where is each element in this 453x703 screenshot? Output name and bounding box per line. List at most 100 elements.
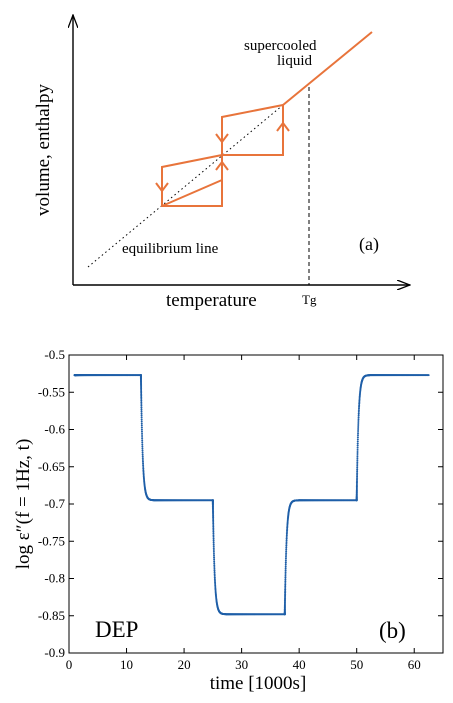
- annotation-supercooled: supercooled: [244, 38, 317, 54]
- y-tick-label: -0.85: [38, 608, 65, 623]
- x-tick-label: 10: [120, 657, 133, 672]
- data-point: [213, 554, 215, 557]
- data-point: [286, 528, 289, 531]
- data-point: [357, 418, 360, 421]
- data-point: [356, 444, 359, 447]
- data-point: [356, 463, 359, 466]
- data-point: [141, 449, 144, 452]
- x-axis-label-a: temperature: [166, 290, 257, 311]
- data-point: [140, 416, 143, 419]
- data-point: [357, 432, 360, 435]
- data-point: [356, 470, 359, 473]
- data-point: [212, 518, 215, 521]
- arrow-up-icon: [276, 121, 290, 132]
- data-point: [140, 399, 143, 402]
- data-point: [284, 555, 287, 558]
- data-point: [212, 520, 215, 523]
- data-point: [356, 473, 359, 476]
- data-point: [284, 567, 287, 570]
- ticks-b: 0 10 20 30 40 50 60 -0.5 -0.55 -0.6 -0.65 -0.7 -0.75…: [38, 347, 443, 672]
- data-point: [357, 420, 360, 423]
- data-point: [356, 440, 359, 443]
- y-tick-label: -0.65: [38, 459, 65, 474]
- data-point: [142, 470, 145, 473]
- data-point: [284, 583, 287, 586]
- data-point: [213, 569, 216, 572]
- data-point: [284, 588, 287, 591]
- data-point: [357, 416, 360, 419]
- supercooled-liquid-line: [282, 31, 373, 106]
- data-point: [285, 534, 288, 537]
- data-point: [141, 451, 144, 454]
- y-axis-label-a: volume, enthalpy: [33, 84, 54, 216]
- data-point: [358, 405, 361, 408]
- data-point: [141, 439, 144, 442]
- data-point: [140, 406, 143, 409]
- data-point: [284, 585, 287, 588]
- data-point: [284, 559, 287, 562]
- data-point: [285, 544, 288, 547]
- data-point: [142, 464, 145, 467]
- data-point: [356, 457, 359, 460]
- data-point: [141, 447, 144, 450]
- data-point: [213, 579, 216, 582]
- data-point: [140, 408, 143, 411]
- data-point: [285, 553, 288, 556]
- data-point: [212, 528, 215, 531]
- data-point: [213, 576, 216, 579]
- data-point: [357, 423, 360, 426]
- annotation-liquid: liquid: [277, 53, 313, 69]
- data-point: [284, 561, 287, 564]
- data-point: [212, 534, 215, 537]
- data-point: [212, 550, 215, 553]
- data-point: [285, 552, 288, 555]
- data-point: [357, 421, 360, 424]
- x-tick-label: 60: [408, 657, 421, 672]
- data-point: [140, 391, 143, 394]
- data-point: [356, 472, 359, 475]
- data-point: [357, 427, 360, 430]
- data-point: [284, 576, 287, 579]
- x-tick-label: 40: [293, 657, 306, 672]
- data-point: [284, 563, 287, 566]
- data-point: [140, 401, 143, 404]
- data-point: [213, 574, 216, 577]
- data-point: [285, 546, 288, 549]
- data-point: [356, 461, 359, 464]
- data-point: [213, 556, 216, 559]
- data-point: [285, 550, 288, 553]
- data-point: [140, 422, 143, 425]
- data-point: [141, 455, 144, 458]
- y-tick-label: -0.55: [38, 384, 65, 399]
- data-point: [140, 414, 143, 417]
- x-axis-label-b: time [1000s]: [210, 673, 307, 694]
- data-point: [213, 571, 216, 574]
- data-point: [212, 519, 215, 522]
- data-point: [213, 573, 216, 576]
- data-point: [284, 580, 287, 583]
- data-point: [213, 578, 216, 581]
- data-point: [213, 566, 216, 569]
- y-tick-label: -0.75: [38, 533, 65, 548]
- data-point: [140, 420, 143, 423]
- data-point: [142, 469, 145, 472]
- y-tick-label: -0.5: [44, 347, 65, 362]
- hysteresis-loops: [161, 31, 373, 207]
- data-point: [140, 396, 143, 399]
- arrow-down-icon: [215, 133, 229, 144]
- data-point: [356, 434, 359, 437]
- data-point: [355, 481, 358, 484]
- data-point: [285, 542, 288, 545]
- data-point: [140, 410, 143, 413]
- data-point: [357, 414, 360, 417]
- data-point: [357, 407, 360, 410]
- data-point: [141, 437, 144, 440]
- data-point: [140, 393, 143, 396]
- data-point: [142, 462, 145, 465]
- data-point: [285, 539, 288, 542]
- data-point: [141, 460, 144, 463]
- data-point: [213, 567, 216, 570]
- data-point: [356, 459, 359, 462]
- data-point: [140, 424, 143, 427]
- tg-label: Tg: [302, 292, 317, 307]
